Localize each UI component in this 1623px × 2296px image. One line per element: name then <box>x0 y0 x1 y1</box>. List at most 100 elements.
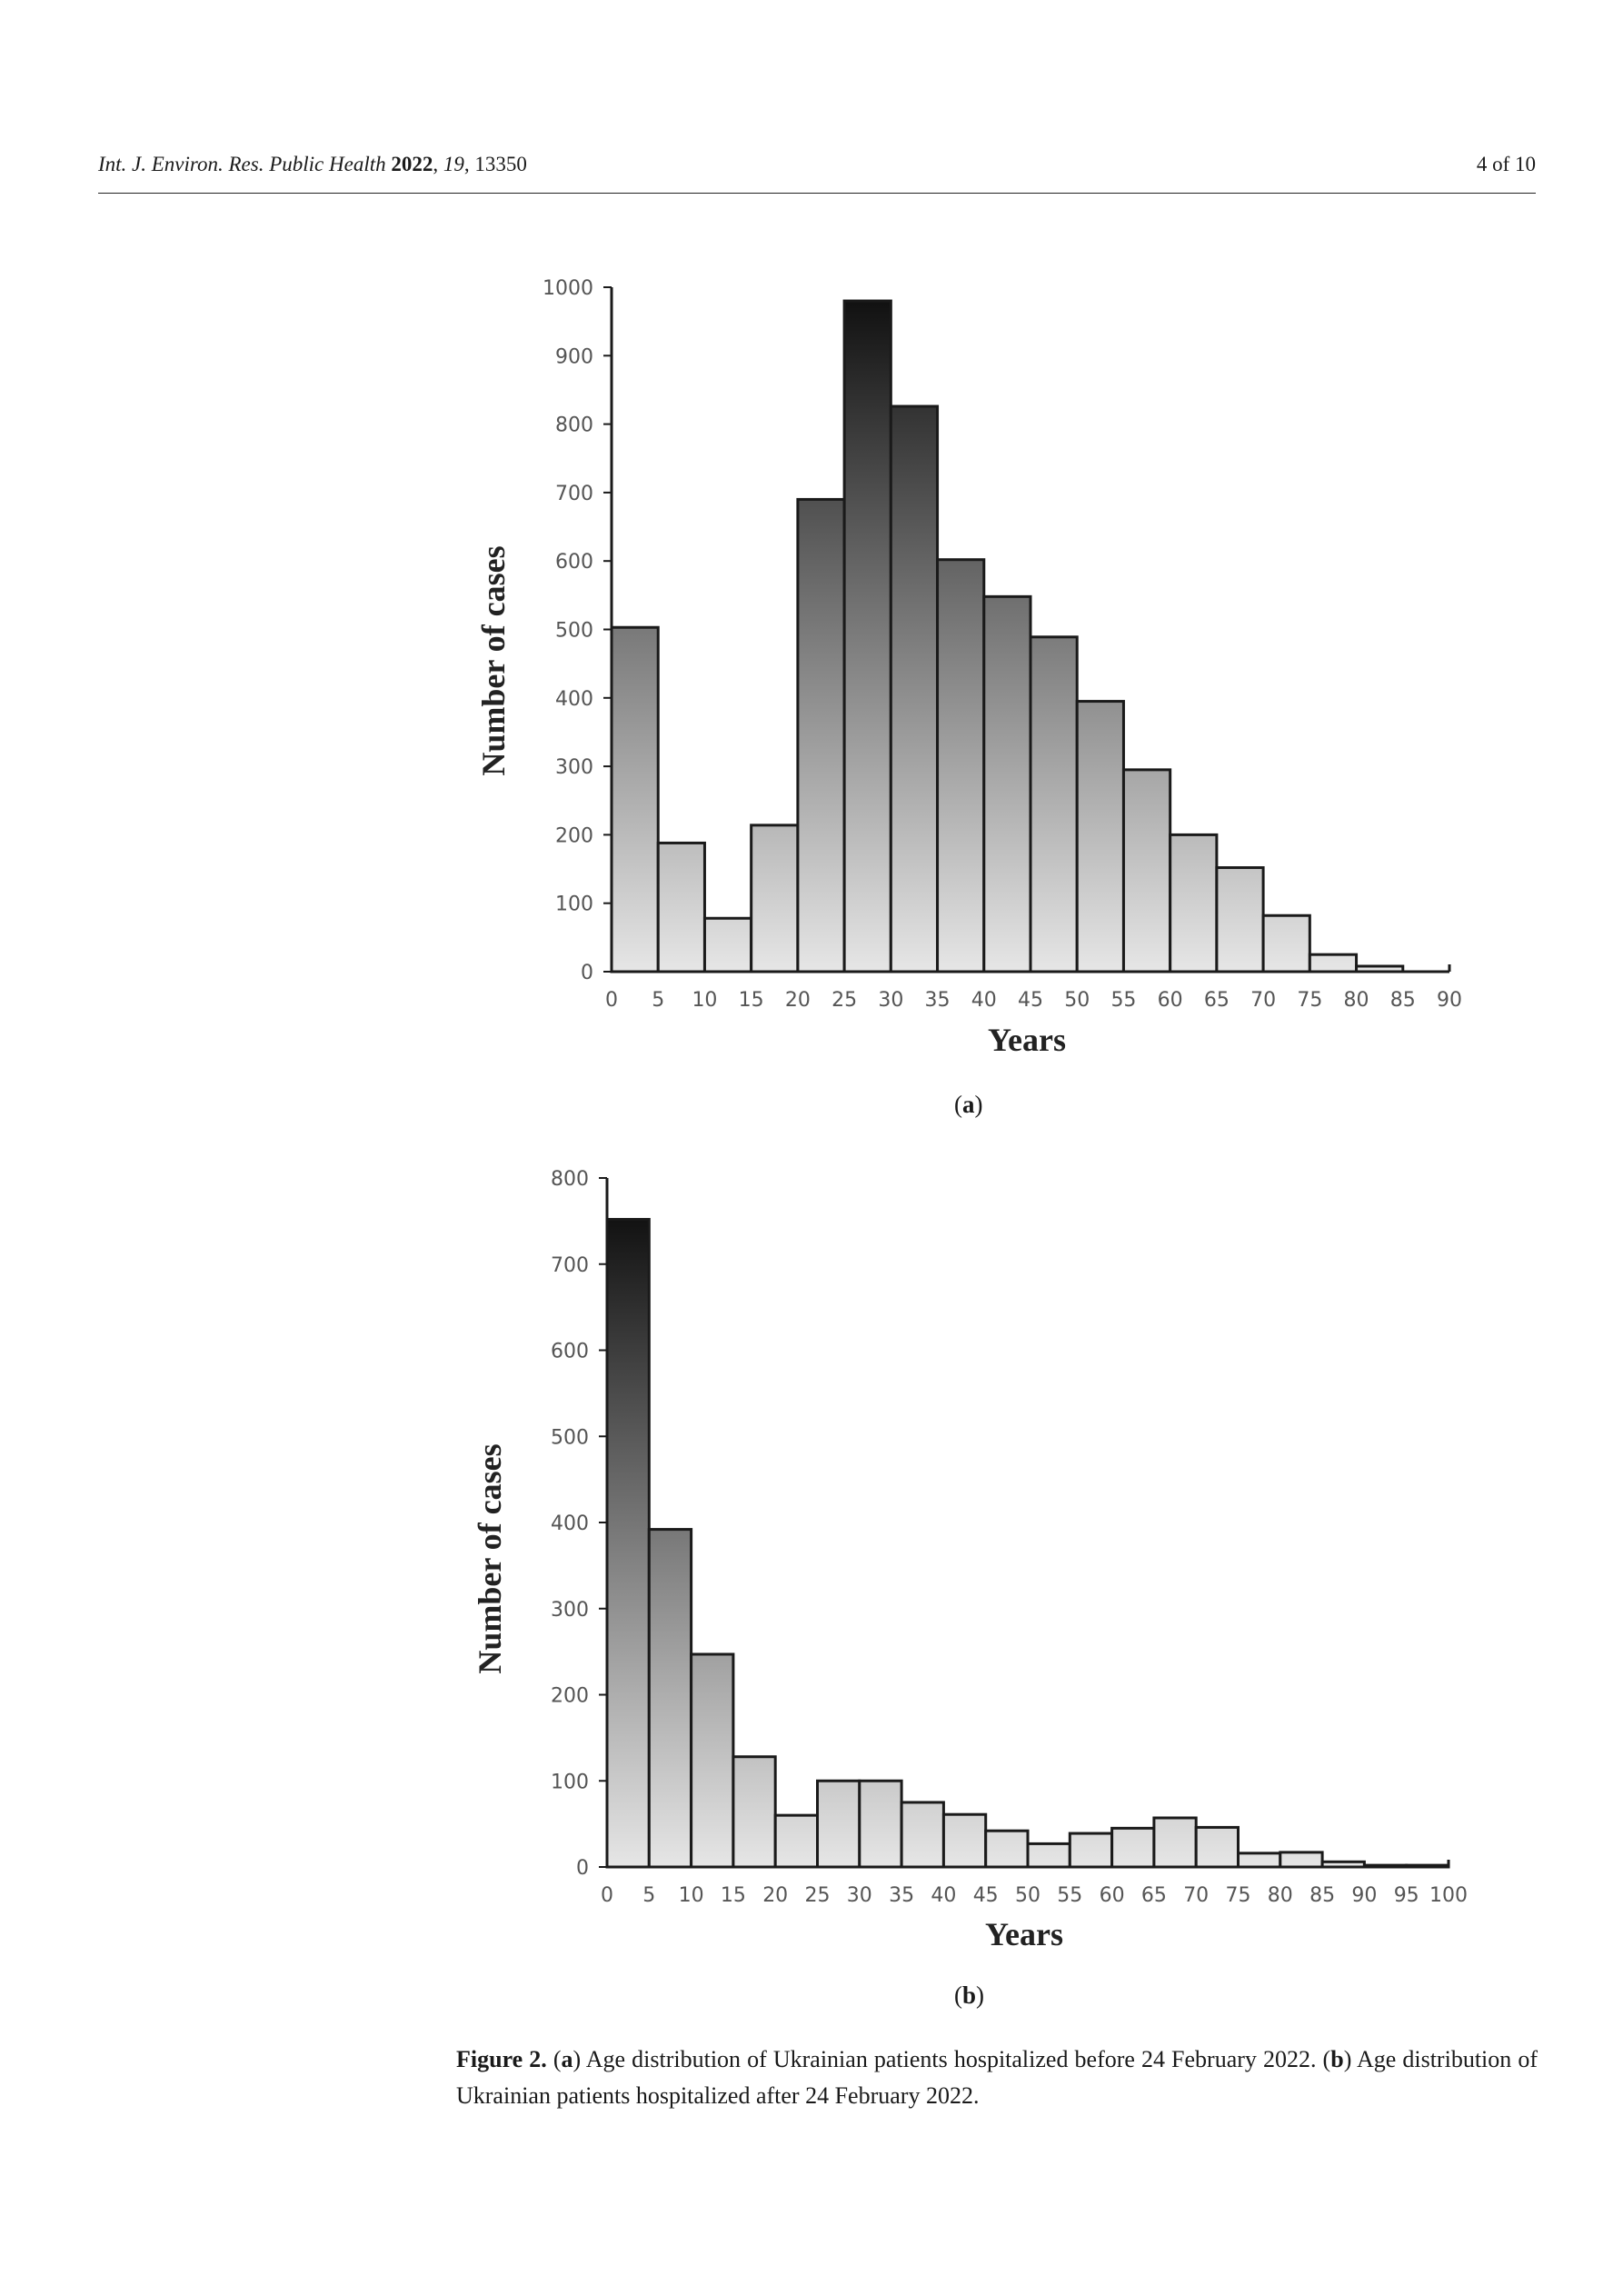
x-tick-label-b-55: 55 <box>1057 1884 1082 1907</box>
x-tick-label-b-100: 100 <box>1429 1884 1468 1907</box>
x-tick-label-a-15: 15 <box>739 989 764 1012</box>
histogram-a: 0 100 200 300 400 500 600 700 800 900 1000 0 5 10 15 20… <box>475 277 1462 1058</box>
x-tick-label-a-80: 80 <box>1344 989 1369 1012</box>
y-tick-label-b-200: 200 <box>551 1685 589 1708</box>
x-tick-label-b-90: 90 <box>1351 1884 1377 1907</box>
x-tick-label-b-95: 95 <box>1394 1884 1419 1907</box>
running-header: Int. J. Environ. Res. Public Health 2022… <box>98 153 1536 193</box>
x-tick-label-b-10: 10 <box>679 1884 704 1907</box>
x-tick-label-b-25: 25 <box>805 1884 831 1907</box>
x-tick-label-a-55: 55 <box>1110 989 1136 1012</box>
journal-year: 2022 <box>391 153 433 175</box>
y-axis-label-a: Number of cases <box>475 545 512 775</box>
x-tick-label-a-10: 10 <box>692 989 717 1012</box>
bar-a-20 <box>796 497 846 973</box>
panel-label-b: (b) <box>954 1982 985 2009</box>
bar-b-10 <box>690 1652 735 1869</box>
x-tick-label-b-40: 40 <box>931 1884 956 1907</box>
x-tick-label-a-30: 30 <box>878 989 903 1012</box>
y-tick-label-a-900: 900 <box>555 345 593 368</box>
x-tick-label-a-70: 70 <box>1250 989 1276 1012</box>
bar-b-80 <box>1279 1851 1324 1869</box>
bar-b-5 <box>647 1528 693 1869</box>
page-number: 4 of 10 <box>1476 153 1536 175</box>
bars-b <box>605 1217 1450 1869</box>
x-tick-label-b-75: 75 <box>1226 1884 1251 1907</box>
x-tick-label-a-90: 90 <box>1437 989 1462 1012</box>
y-tick-label-a-300: 300 <box>555 756 593 779</box>
axes-b: 0 100 200 300 400 500 600 700 800 0 5 10 15 20 25 30 35 4… <box>551 1168 1468 1907</box>
x-tick-label-a-25: 25 <box>831 989 857 1012</box>
x-axis-label-b: Years <box>985 1916 1063 1952</box>
bar-a-25 <box>842 299 892 973</box>
x-tick-label-b-85: 85 <box>1309 1884 1335 1907</box>
bar-b-50 <box>1026 1842 1071 1869</box>
bar-a-40 <box>982 594 1032 973</box>
x-tick-label-a-85: 85 <box>1390 989 1416 1012</box>
x-tick-label-b-5: 5 <box>642 1884 655 1907</box>
caption-figure-label: Figure 2. <box>456 2046 547 2072</box>
y-tick-label-b-300: 300 <box>551 1599 589 1622</box>
bar-b-70 <box>1194 1825 1240 1869</box>
y-tick-label-b-100: 100 <box>551 1771 589 1793</box>
bar-a-60 <box>1169 833 1219 973</box>
bar-b-30 <box>858 1779 903 1869</box>
bar-a-35 <box>936 558 986 973</box>
x-tick-label-b-60: 60 <box>1100 1884 1125 1907</box>
header-rule <box>98 193 1536 194</box>
bar-b-45 <box>984 1829 1030 1869</box>
y-tick-label-a-400: 400 <box>555 688 593 711</box>
y-tick-label-a-500: 500 <box>555 620 593 643</box>
x-tick-label-a-40: 40 <box>971 989 997 1012</box>
bar-b-60 <box>1110 1826 1156 1869</box>
bar-b-40 <box>941 1812 988 1869</box>
bar-b-55 <box>1068 1832 1114 1869</box>
x-tick-label-b-80: 80 <box>1268 1884 1293 1907</box>
x-tick-label-b-15: 15 <box>721 1884 746 1907</box>
histogram-b: 0 100 200 300 400 500 600 700 800 0 5 10 15 20 25 30 35 4… <box>472 1168 1468 1952</box>
y-tick-label-a-100: 100 <box>555 893 593 916</box>
y-tick-label-a-1000: 1000 <box>543 277 593 300</box>
x-tick-label-a-50: 50 <box>1064 989 1090 1012</box>
y-tick-label-a-0: 0 <box>581 962 593 984</box>
x-tick-label-a-60: 60 <box>1158 989 1183 1012</box>
bar-b-20 <box>773 1813 820 1869</box>
x-tick-label-b-70: 70 <box>1183 1884 1209 1907</box>
bar-a-10 <box>702 916 753 973</box>
bar-b-25 <box>816 1779 861 1869</box>
journal-citation: Int. J. Environ. Res. Public Health 2022… <box>98 153 527 175</box>
y-tick-label-b-800: 800 <box>551 1168 589 1191</box>
x-axis-label-a: Years <box>988 1022 1066 1058</box>
bar-b-0 <box>605 1217 651 1869</box>
bar-b-15 <box>732 1755 777 1869</box>
x-tick-label-a-5: 5 <box>652 989 664 1012</box>
x-tick-label-a-0: 0 <box>605 989 618 1012</box>
x-tick-label-b-35: 35 <box>889 1884 914 1907</box>
y-tick-label-b-0: 0 <box>576 1857 589 1880</box>
y-tick-label-b-400: 400 <box>551 1512 589 1535</box>
x-tick-label-b-20: 20 <box>762 1884 788 1907</box>
journal-name: Int. J. Environ. Res. Public Health <box>98 153 386 175</box>
y-tick-label-a-200: 200 <box>555 824 593 847</box>
bar-b-75 <box>1237 1852 1282 1869</box>
y-tick-label-a-600: 600 <box>555 551 593 574</box>
journal-volume: 19 <box>443 153 464 175</box>
bar-b-65 <box>1152 1816 1198 1869</box>
figure-caption: Figure 2. (a) Age distribution of Ukrain… <box>456 2046 1538 2109</box>
x-tick-label-a-75: 75 <box>1297 989 1322 1012</box>
x-tick-label-a-20: 20 <box>785 989 811 1012</box>
x-tick-label-b-65: 65 <box>1141 1884 1167 1907</box>
x-tick-label-a-65: 65 <box>1204 989 1230 1012</box>
y-tick-label-a-700: 700 <box>555 483 593 505</box>
bar-a-15 <box>750 824 800 973</box>
bar-b-35 <box>900 1801 945 1869</box>
y-tick-label-b-700: 700 <box>551 1254 589 1277</box>
y-tick-label-b-600: 600 <box>551 1341 589 1363</box>
x-tick-label-b-50: 50 <box>1015 1884 1041 1907</box>
y-tick-label-b-500: 500 <box>551 1426 589 1449</box>
x-tick-label-b-30: 30 <box>847 1884 872 1907</box>
x-tick-label-a-45: 45 <box>1018 989 1043 1012</box>
x-tick-label-b-45: 45 <box>973 1884 999 1907</box>
axes-a: 0 100 200 300 400 500 600 700 800 900 1000 0 5 10 15 20… <box>543 277 1462 1012</box>
y-axis-label-b: Number of cases <box>472 1443 508 1673</box>
